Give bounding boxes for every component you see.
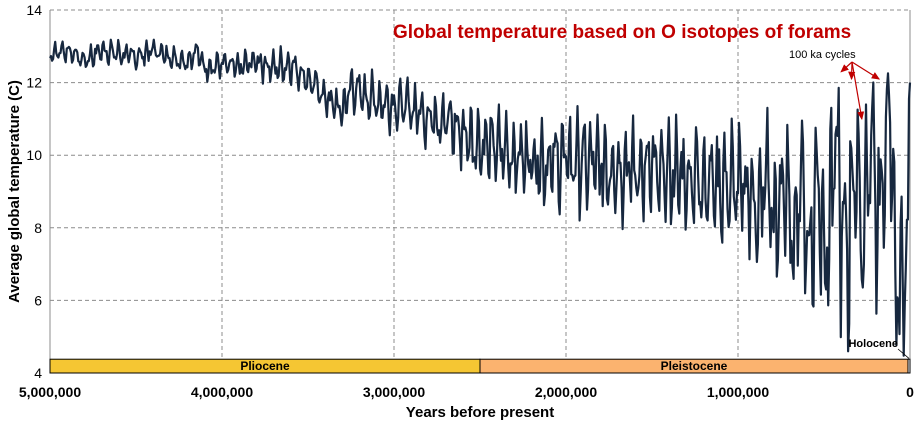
y-tick-label: 14 bbox=[26, 2, 42, 18]
y-tick-label: 8 bbox=[34, 220, 42, 236]
epoch-segment bbox=[907, 358, 911, 374]
y-tick-label: 12 bbox=[26, 75, 42, 91]
y-axis-title: Average global temperature (C) bbox=[6, 80, 23, 303]
epoch-label: Pliocene bbox=[240, 359, 290, 373]
annotation-arrow bbox=[851, 61, 865, 121]
x-tick-label: 3,000,000 bbox=[363, 384, 425, 400]
epoch-label: Pleistocene bbox=[661, 359, 728, 373]
annotation-arrow bbox=[851, 61, 881, 80]
epoch-bar: Pliocene Pleistocene bbox=[49, 358, 911, 374]
annotation-arrow bbox=[840, 61, 853, 73]
annotations: 100 ka cycles Holocene bbox=[789, 49, 910, 359]
temperature-series-line bbox=[49, 38, 912, 357]
y-tick-label: 6 bbox=[34, 292, 42, 308]
holocene-leader-line bbox=[897, 348, 910, 359]
annotation-100ka-cycles: 100 ka cycles bbox=[789, 49, 856, 61]
y-tick-label: 10 bbox=[26, 147, 42, 163]
x-tick-label: 5,000,000 bbox=[19, 384, 81, 400]
y-tick-label: 4 bbox=[34, 365, 42, 381]
y-tick-labels: 4 6 8 10 12 14 bbox=[26, 2, 42, 381]
chart-title: Global temperature based on O isotopes o… bbox=[393, 22, 851, 43]
x-axis-title: Years before present bbox=[406, 404, 554, 421]
x-tick-label: 1,000,000 bbox=[707, 384, 769, 400]
annotation-arrows bbox=[840, 61, 881, 121]
x-tick-label: 2,000,000 bbox=[535, 384, 597, 400]
x-tick-label: 0 bbox=[906, 384, 914, 400]
x-tick-label: 4,000,000 bbox=[191, 384, 253, 400]
x-tick-labels: 5,000,000 4,000,000 3,000,000 2,000,000 1,00… bbox=[19, 384, 914, 400]
annotation-holocene: Holocene bbox=[848, 338, 898, 350]
